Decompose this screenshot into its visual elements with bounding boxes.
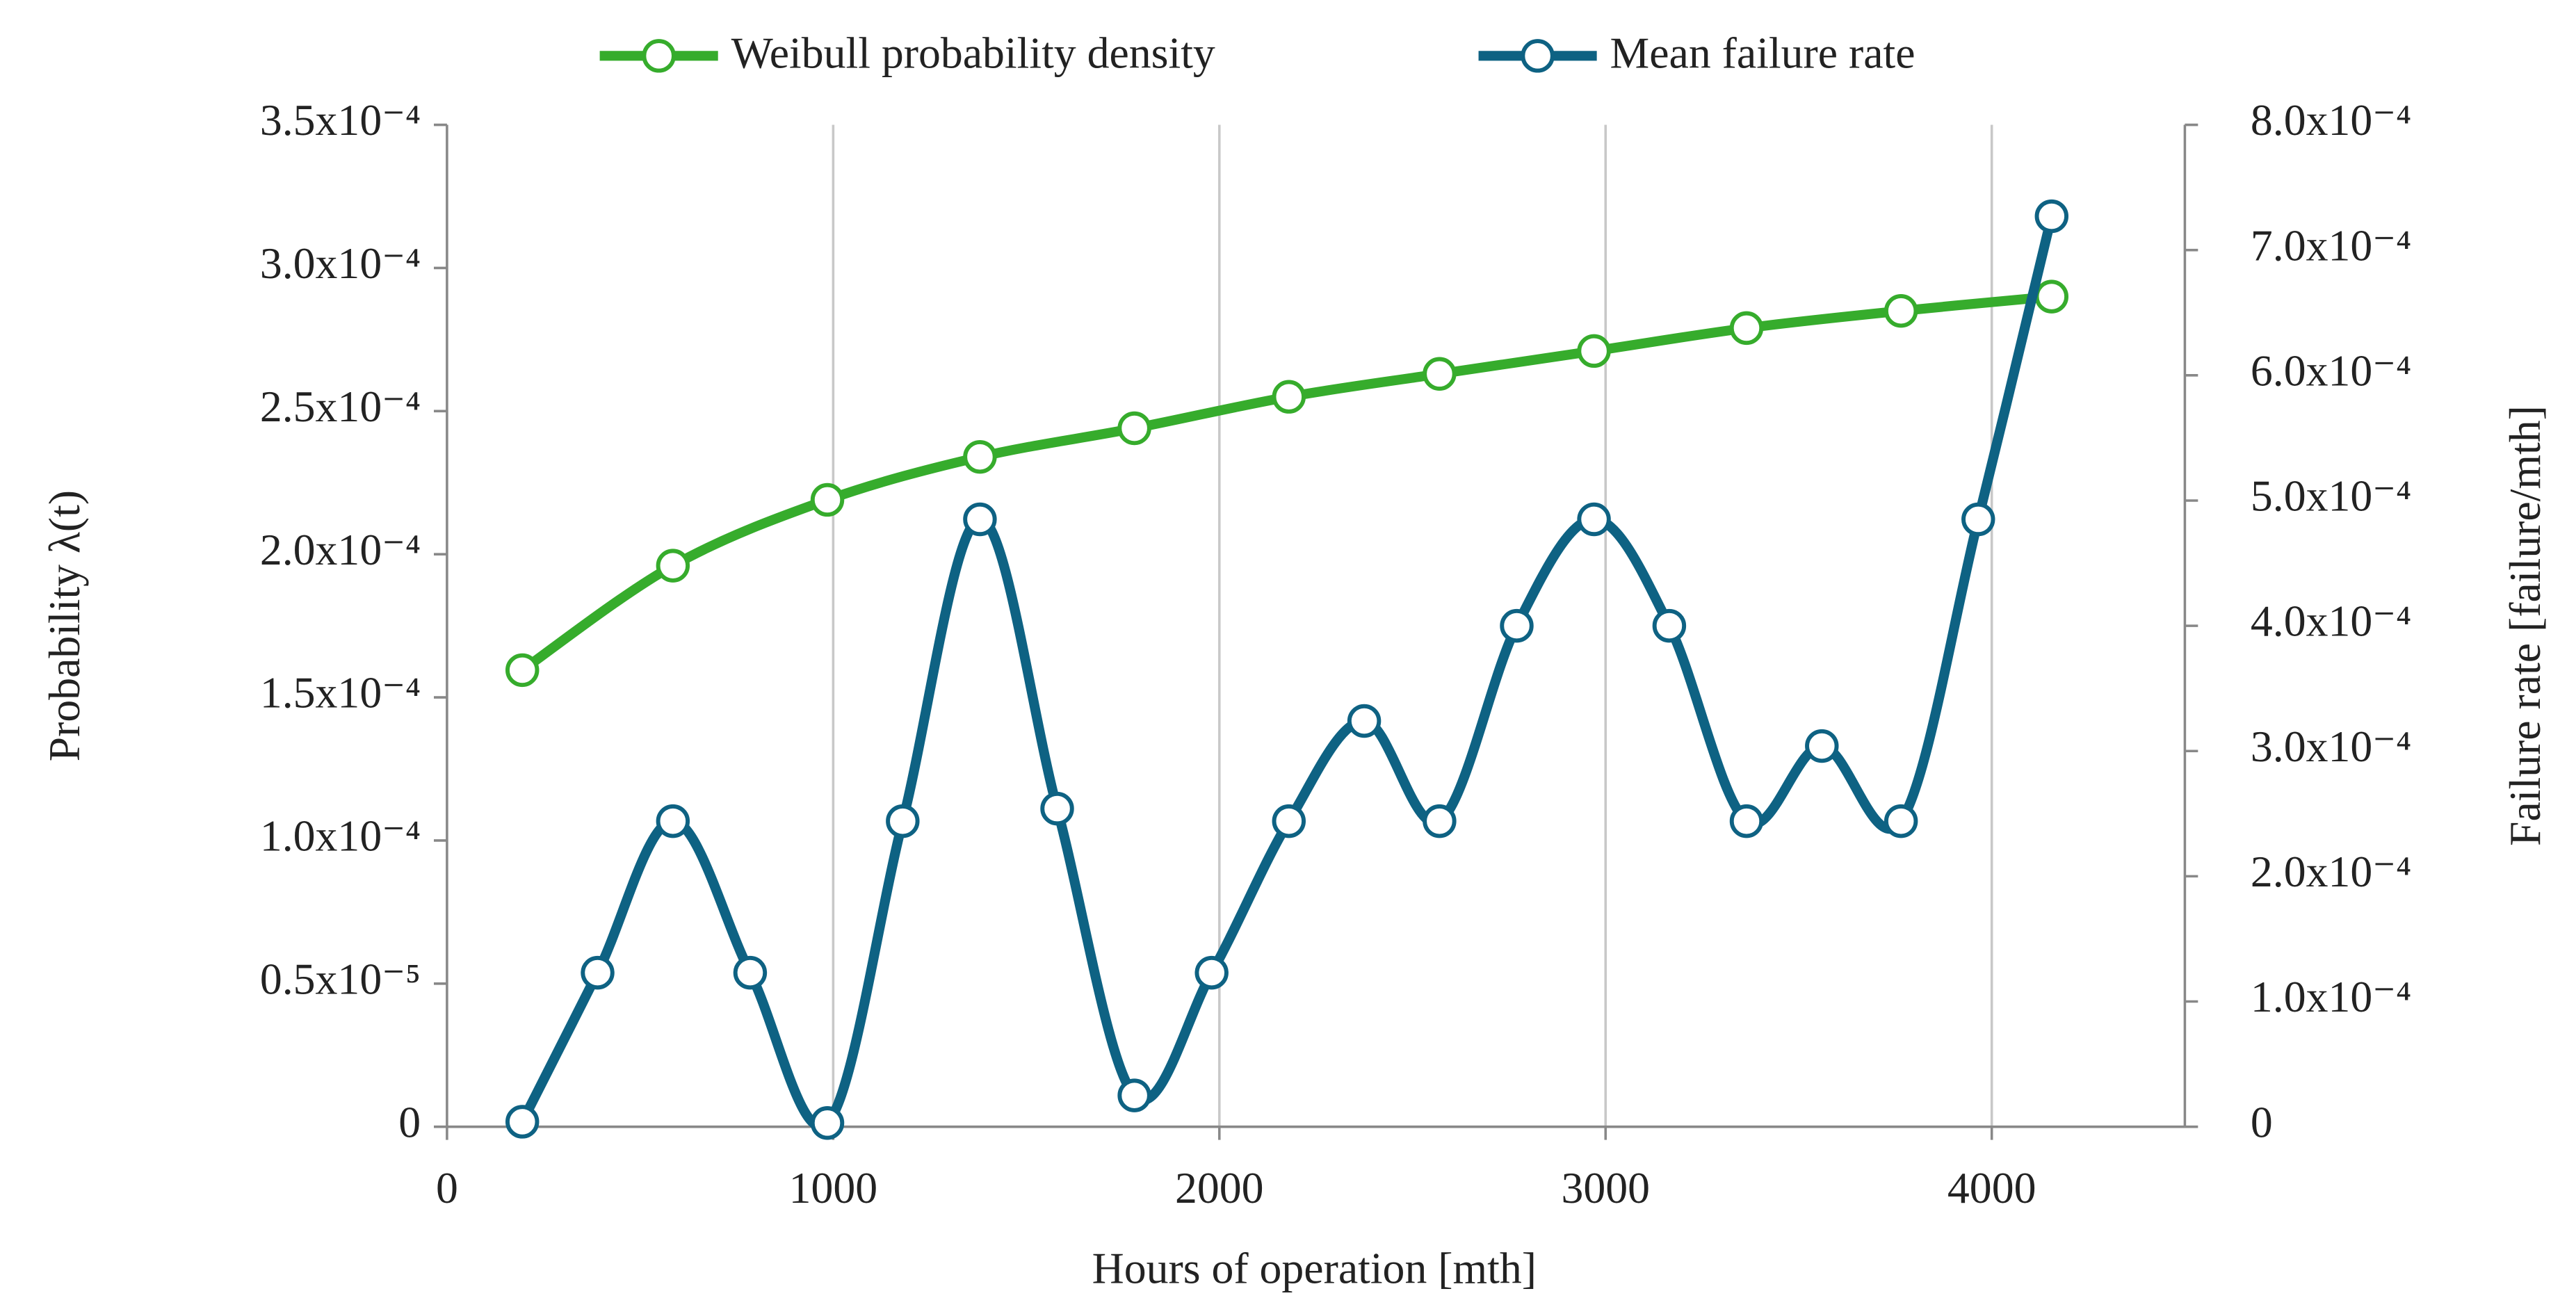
x-tick-label: 1000 bbox=[789, 1163, 878, 1212]
point bbox=[1729, 804, 1764, 838]
y-tick-label: 2.5x10⁻⁴ bbox=[260, 382, 421, 431]
point bbox=[963, 502, 997, 537]
x-tick-label: 3000 bbox=[1561, 1163, 1650, 1212]
point bbox=[733, 955, 768, 990]
y2-tick-label: 8.0x10⁻⁴ bbox=[2251, 95, 2411, 145]
point bbox=[963, 439, 997, 474]
y-tick-label: 1.5x10⁻⁴ bbox=[260, 668, 421, 717]
x-tick-label: 4000 bbox=[1947, 1163, 2036, 1212]
legend-marker bbox=[1521, 39, 1555, 73]
point bbox=[505, 653, 540, 688]
point bbox=[1805, 729, 1839, 763]
point bbox=[1423, 804, 1457, 838]
legend-marker bbox=[642, 39, 676, 73]
point bbox=[2034, 279, 2069, 314]
point bbox=[1117, 1078, 1151, 1112]
y2-tick-label: 1.0x10⁻⁴ bbox=[2251, 972, 2411, 1021]
point bbox=[810, 1106, 845, 1140]
point bbox=[1884, 804, 1918, 838]
point bbox=[886, 804, 920, 838]
point bbox=[1117, 411, 1151, 446]
x-tick-label: 0 bbox=[436, 1163, 458, 1212]
y-tick-label: 0 bbox=[398, 1097, 421, 1146]
legend-label: Weibull probability density bbox=[731, 28, 1215, 77]
point bbox=[1652, 608, 1687, 643]
point bbox=[1961, 502, 1995, 537]
point bbox=[1577, 502, 1611, 537]
y2-tick-label: 7.0x10⁻⁴ bbox=[2251, 220, 2411, 270]
series-line bbox=[519, 291, 2052, 674]
point bbox=[656, 549, 690, 583]
point bbox=[1423, 357, 1457, 391]
y2-tick-label: 3.0x10⁻⁴ bbox=[2251, 722, 2411, 771]
y-tick-label: 3.0x10⁻⁴ bbox=[260, 238, 421, 288]
point bbox=[1500, 608, 1534, 643]
y-tick-label: 2.0x10⁻⁴ bbox=[260, 525, 421, 574]
y2-tick-label: 6.0x10⁻⁴ bbox=[2251, 346, 2411, 395]
y2-axis-title: Failure rate [failure/mth] bbox=[2500, 405, 2550, 846]
point bbox=[505, 1105, 540, 1139]
point bbox=[656, 804, 690, 838]
y-tick-label: 1.0x10⁻⁴ bbox=[260, 811, 421, 861]
y2-tick-label: 4.0x10⁻⁴ bbox=[2251, 597, 2411, 646]
y2-tick-label: 2.0x10⁻⁴ bbox=[2251, 847, 2411, 896]
point bbox=[1347, 704, 1382, 738]
x-tick-label: 2000 bbox=[1175, 1163, 1264, 1212]
point bbox=[581, 955, 615, 990]
point bbox=[2034, 199, 2069, 234]
point bbox=[1194, 955, 1229, 990]
point bbox=[1272, 804, 1306, 838]
point bbox=[810, 482, 845, 517]
point bbox=[1884, 293, 1918, 328]
y2-tick-label: 5.0x10⁻⁴ bbox=[2251, 471, 2411, 521]
point bbox=[1577, 334, 1611, 368]
point bbox=[1040, 791, 1074, 826]
legend-label: Mean failure rate bbox=[1610, 28, 1915, 77]
series-line bbox=[517, 215, 2057, 1131]
y-tick-label: 3.5x10⁻⁴ bbox=[260, 95, 421, 145]
y2-tick-label: 0 bbox=[2251, 1097, 2273, 1146]
point bbox=[1729, 311, 1764, 346]
y-tick-label: 0.5x10⁻⁵ bbox=[260, 954, 421, 1003]
point bbox=[1272, 380, 1306, 414]
x-axis-title: Hours of operation [mth] bbox=[1092, 1244, 1537, 1293]
y-axis-title: Probability λ(t) bbox=[40, 490, 89, 761]
